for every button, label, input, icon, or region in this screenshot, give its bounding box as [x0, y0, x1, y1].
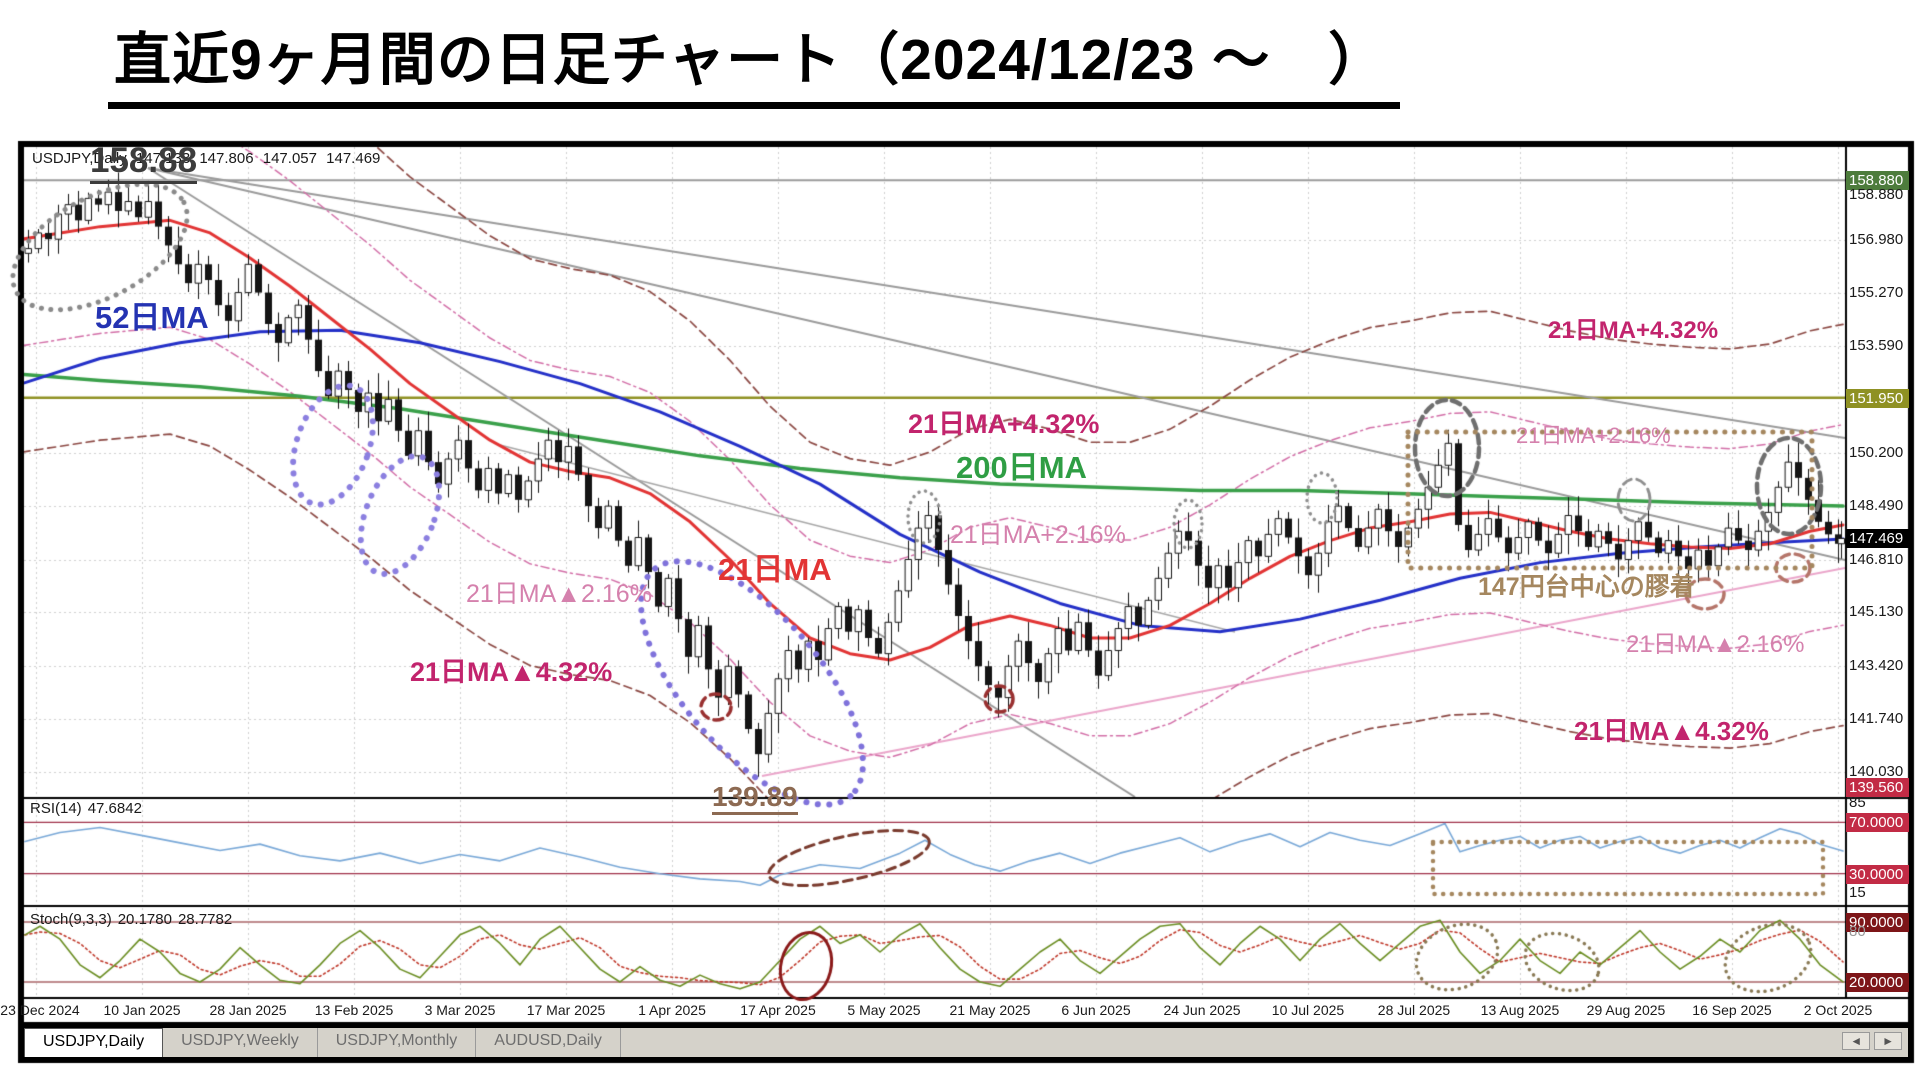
tab-scroll-arrows: ◄ ► — [1842, 1032, 1902, 1050]
open-value: 147.133 — [135, 150, 191, 167]
price-axis-label: 147.469 — [1846, 529, 1909, 548]
price-axis-label: 80 — [1849, 923, 1866, 940]
date-axis-label: 28 Jul 2025 — [1377, 1002, 1451, 1018]
price-axis-label: 70.0000 — [1846, 813, 1909, 832]
date-axis-label: 17 Apr 2025 — [740, 1002, 816, 1018]
date-axis-label: 21 May 2025 — [949, 1002, 1031, 1018]
date-axis-label: 1 Apr 2025 — [638, 1002, 706, 1018]
date-axis-label: 17 Mar 2025 — [526, 1002, 606, 1018]
date-axis-label: 23 Dec 2024 — [0, 1002, 80, 1018]
price-axis-label: 90.0000 — [1846, 913, 1909, 932]
stoch-d-value: 28.7782 — [177, 911, 233, 928]
price-axis-label: 148.490 — [1849, 497, 1904, 514]
date-axis-label: 2 Oct 2025 — [1803, 1002, 1873, 1018]
date-axis-label: 13 Aug 2025 — [1480, 1002, 1560, 1018]
tab-audusd-daily[interactable]: AUDUSD,Daily — [476, 1028, 621, 1057]
date-axis-label: 13 Feb 2025 — [314, 1002, 394, 1018]
date-axis-label: 29 Aug 2025 — [1586, 1002, 1666, 1018]
price-axis-label: 30.0000 — [1846, 865, 1909, 884]
price-axis-label: 143.420 — [1849, 657, 1904, 674]
date-axis-label: 10 Jul 2025 — [1271, 1002, 1345, 1018]
rsi-name: RSI(14) — [30, 800, 82, 817]
high-value: 147.806 — [199, 150, 254, 167]
close-value: 147.469 — [326, 150, 381, 167]
tab-scroll-left-icon[interactable]: ◄ — [1842, 1032, 1871, 1050]
price-axis-label: 146.810 — [1849, 551, 1904, 568]
price-axis-label: 141.740 — [1849, 710, 1904, 727]
date-axis-label: 16 Sep 2025 — [1692, 1002, 1772, 1018]
tab-usdjpy-weekly[interactable]: USDJPY,Weekly — [163, 1028, 318, 1057]
price-axis-label: 15 — [1849, 884, 1866, 901]
tab-usdjpy-monthly[interactable]: USDJPY,Monthly — [318, 1028, 477, 1057]
price-axis-label: 20.0000 — [1846, 973, 1909, 992]
price-axis-label: 153.590 — [1849, 337, 1904, 354]
rsi-panel-label: RSI(14) 47.6842 — [30, 800, 148, 817]
chart-tab-bar: USDJPY,Daily USDJPY,Weekly USDJPY,Monthly A… — [24, 1028, 1908, 1057]
date-axis-label: 3 Mar 2025 — [424, 1002, 496, 1018]
low-value: 147.057 — [262, 150, 317, 167]
price-axis-label: 85 — [1849, 794, 1866, 811]
price-axis-label: 139.560 — [1846, 778, 1909, 797]
stoch-k-value: 20.1780 — [117, 911, 172, 928]
price-axis-label: 140.030 — [1849, 763, 1904, 780]
tab-usdjpy-daily[interactable]: USDJPY,Daily — [24, 1028, 164, 1057]
stoch-panel-label: Stoch(9,3,3) 20.1780 28.7782 — [30, 911, 238, 928]
stoch-name: Stoch(9,3,3) — [30, 911, 112, 928]
chart-header: USDJPY,Daily 147.133 147.806 147.057 147… — [32, 150, 385, 167]
price-axis-label: 156.980 — [1849, 231, 1904, 248]
date-axis-label: 28 Jan 2025 — [209, 1002, 287, 1018]
price-axis-label: 158.880 — [1849, 186, 1904, 203]
price-axis-label: 145.130 — [1849, 603, 1904, 620]
symbol-period-label: USDJPY,Daily — [32, 150, 127, 167]
price-axis-label: 158.880 — [1846, 171, 1909, 190]
date-axis-label: 5 May 2025 — [847, 1002, 921, 1018]
tab-scroll-right-icon[interactable]: ► — [1874, 1032, 1902, 1050]
date-axis-label: 6 Jun 2025 — [1061, 1002, 1131, 1018]
date-axis-label: 10 Jan 2025 — [103, 1002, 181, 1018]
date-axis-label: 24 Jun 2025 — [1163, 1002, 1241, 1018]
price-axis-label: 150.200 — [1849, 444, 1904, 461]
price-axis-label: 151.950 — [1846, 389, 1909, 408]
price-axis-label: 155.270 — [1849, 284, 1904, 301]
rsi-value: 47.6842 — [87, 800, 142, 817]
